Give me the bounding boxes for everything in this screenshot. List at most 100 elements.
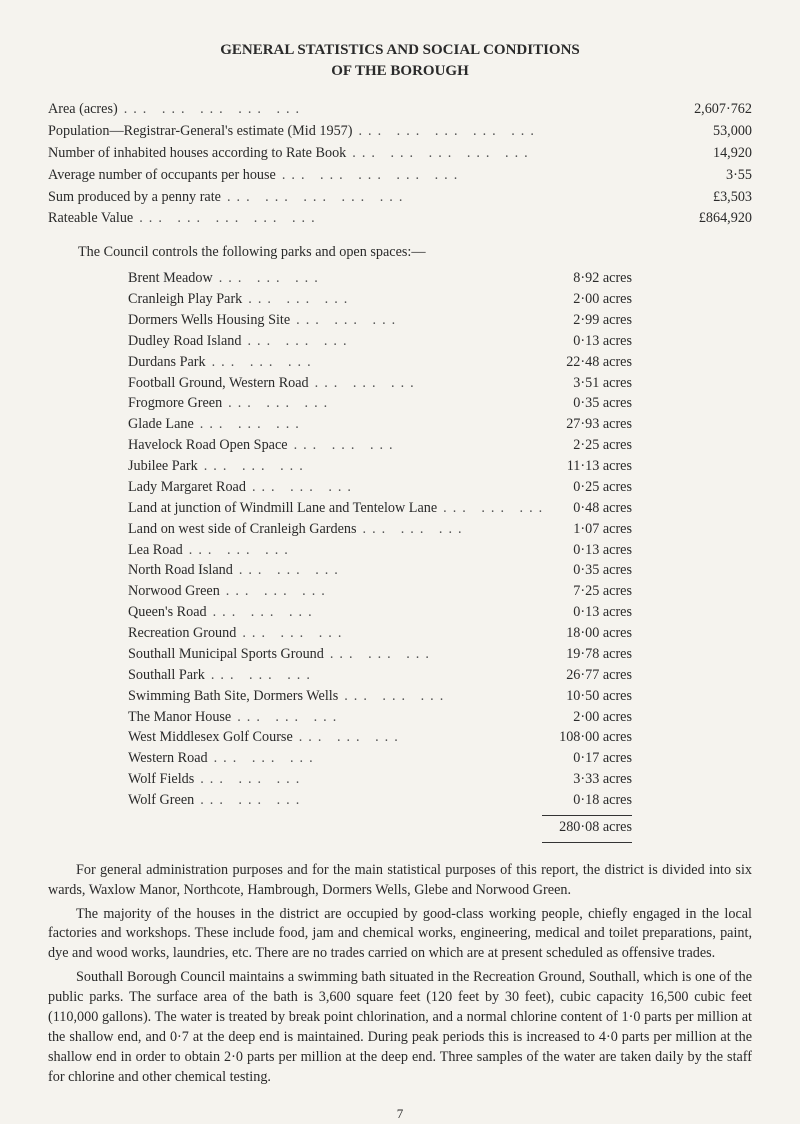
park-area: 26·77 acres [542,666,632,686]
park-area: 22·48 acres [542,353,632,373]
park-name: Swimming Bath Site, Dormers Wells [128,687,338,707]
summary-label: Population—Registrar-General's estimate … [48,122,352,142]
summary-value: 3·55 [726,166,752,186]
park-name: Lea Road [128,541,183,561]
park-area: 3·33 acres [542,770,632,790]
summary-label: Sum produced by a penny rate [48,188,221,208]
leader-dots: ... ... ... [437,499,542,519]
park-row: Western Road... ... ...0·17 acres [128,749,632,769]
park-area: 3·51 acres [542,374,632,394]
park-row: Cranleigh Play Park... ... ...2·00 acres [128,290,632,310]
park-area: 0·25 acres [542,478,632,498]
park-area: 11·13 acres [542,457,632,477]
leader-dots: ... ... ... [233,561,542,581]
leader-dots: ... ... ... [357,520,542,540]
summary-value: 14,920 [713,144,752,164]
summary-row: Average number of occupants per house...… [48,166,752,186]
total-rule-bottom [542,842,632,843]
park-name: Norwood Green [128,582,220,602]
park-name: Land at junction of Windmill Lane and Te… [128,499,437,519]
summary-row: Number of inhabited houses according to … [48,144,752,164]
leader-dots: ... ... ... [288,436,542,456]
park-area: 108·00 acres [542,728,632,748]
park-row: Land at junction of Windmill Lane and Te… [128,499,632,519]
park-name: Wolf Green [128,791,194,811]
leader-dots: ... ... ... [236,624,542,644]
park-name: Southall Park [128,666,205,686]
park-row: Dudley Road Island... ... ...0·13 acres [128,332,632,352]
leader-dots: ... ... ... ... ... [118,100,694,120]
park-name: Cranleigh Play Park [128,290,242,310]
paragraph: For general administration purposes and … [48,861,752,901]
park-row: Frogmore Green... ... ...0·35 acres [128,394,632,414]
leader-dots: ... ... ... ... ... [276,166,726,186]
leader-dots: ... ... ... [208,749,542,769]
summary-label: Average number of occupants per house [48,166,276,186]
park-name: Lady Margaret Road [128,478,246,498]
park-area: 0·13 acres [542,603,632,623]
park-row: The Manor House... ... ...2·00 acres [128,708,632,728]
parks-list: Brent Meadow... ... ...8·92 acresCranlei… [48,269,752,843]
leader-dots: ... ... ... [213,269,542,289]
leader-dots: ... ... ... ... ... [133,209,699,229]
summary-row: Area (acres)... ... ... ... ...2,607·762 [48,100,752,120]
park-name: Land on west side of Cranleigh Gardens [128,520,357,540]
park-row: West Middlesex Golf Course... ... ...108… [128,728,632,748]
summary-row: Sum produced by a penny rate... ... ... … [48,188,752,208]
leader-dots: ... ... ... ... ... [352,122,713,142]
page-number: 7 [48,1105,752,1123]
leader-dots: ... ... ... [338,687,542,707]
park-area: 0·35 acres [542,394,632,414]
park-name: Havelock Road Open Space [128,436,288,456]
park-name: Durdans Park [128,353,206,373]
leader-dots: ... ... ... [207,603,542,623]
leader-dots: ... ... ... [293,728,542,748]
total-rule [542,815,632,816]
park-name: Jubilee Park [128,457,198,477]
park-area: 2·00 acres [542,290,632,310]
park-row: Havelock Road Open Space... ... ...2·25 … [128,436,632,456]
park-name: Frogmore Green [128,394,222,414]
summary-value: £3,503 [713,188,752,208]
park-row: Wolf Green... ... ...0·18 acres [128,791,632,811]
summary-value: 53,000 [713,122,752,142]
park-name: Dudley Road Island [128,332,241,352]
title-line1: GENERAL STATISTICS AND SOCIAL CONDITIONS [220,42,580,58]
leader-dots: ... ... ... ... ... [346,144,713,164]
park-area: 10·50 acres [542,687,632,707]
park-name: Southall Municipal Sports Ground [128,645,324,665]
park-name: The Manor House [128,708,231,728]
leader-dots: ... ... ... [220,582,542,602]
park-row: Brent Meadow... ... ...8·92 acres [128,269,632,289]
summary-label: Rateable Value [48,209,133,229]
park-area: 27·93 acres [542,415,632,435]
leader-dots: ... ... ... [231,708,542,728]
park-area: 2·00 acres [542,708,632,728]
paragraph: Southall Borough Council maintains a swi… [48,968,752,1087]
summary-value: 2,607·762 [694,100,752,120]
park-area: 18·00 acres [542,624,632,644]
summary-label: Number of inhabited houses according to … [48,144,346,164]
park-area: 0·35 acres [542,561,632,581]
leader-dots: ... ... ... [194,415,542,435]
park-row: Norwood Green... ... ...7·25 acres [128,582,632,602]
park-area: 0·13 acres [542,332,632,352]
summary-row: Rateable Value... ... ... ... ...£864,92… [48,209,752,229]
leader-dots: ... ... ... [241,332,542,352]
park-row: Lea Road... ... ...0·13 acres [128,541,632,561]
summary-value: £864,920 [699,209,752,229]
park-row: Swimming Bath Site, Dormers Wells... ...… [128,687,632,707]
park-row: Southall Park... ... ...26·77 acres [128,666,632,686]
leader-dots: ... ... ... [198,457,542,477]
park-name: Wolf Fields [128,770,194,790]
leader-dots: ... ... ... [194,791,542,811]
park-name: Brent Meadow [128,269,213,289]
leader-dots: ... ... ... [183,541,542,561]
leader-dots: ... ... ... [309,374,542,394]
leader-dots: ... ... ... [222,394,542,414]
park-row: Durdans Park... ... ...22·48 acres [128,353,632,373]
park-row: Land on west side of Cranleigh Gardens..… [128,520,632,540]
park-row: Dormers Wells Housing Site... ... ...2·9… [128,311,632,331]
park-area: 0·48 acres [542,499,632,519]
park-row: North Road Island... ... ...0·35 acres [128,561,632,581]
